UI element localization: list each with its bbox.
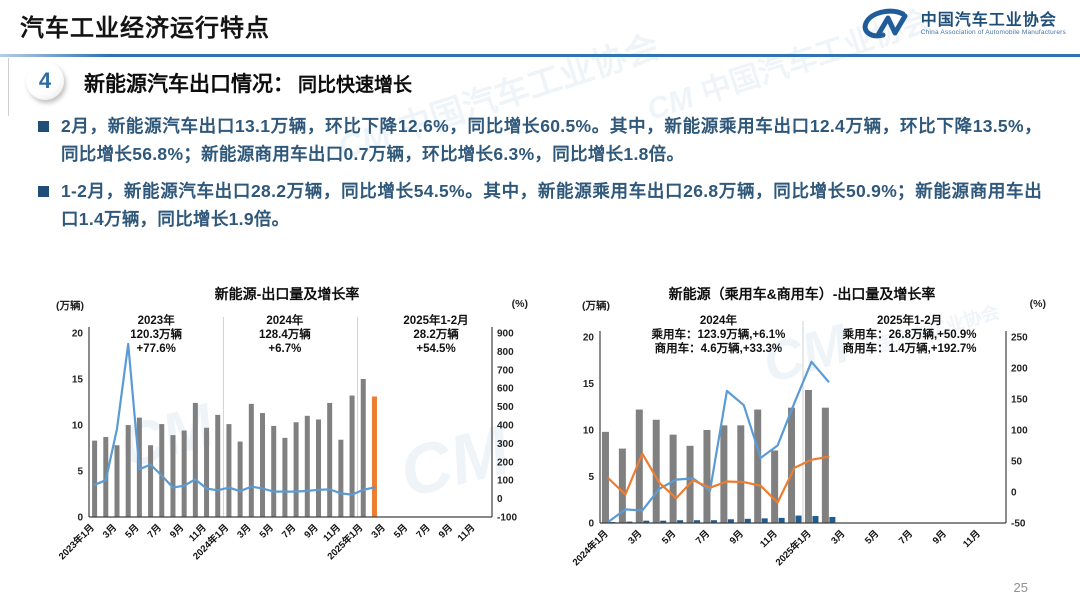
- left-axis-unit-label: (万辆): [582, 300, 610, 312]
- svg-text:0: 0: [497, 494, 503, 505]
- svg-text:5月: 5月: [258, 522, 276, 540]
- svg-text:9月: 9月: [302, 522, 320, 540]
- right-axis-unit-label: (%): [511, 298, 528, 310]
- svg-text:10: 10: [583, 426, 595, 437]
- svg-text:20: 20: [72, 329, 84, 340]
- bullet-item: 1-2月，新能源汽车出口28.2万辆，同比增长54.5%。其中，新能源乘用车出口…: [38, 177, 1042, 233]
- svg-text:+6.7%: +6.7%: [268, 343, 301, 355]
- svg-text:9月: 9月: [931, 528, 949, 546]
- chart-title: 新能源（乘用车&商用车）-出口量及增长率: [668, 286, 936, 302]
- svg-text:乘用车：123.9万辆,+6.1%: 乘用车：123.9万辆,+6.1%: [650, 327, 785, 341]
- svg-text:100: 100: [1011, 426, 1028, 437]
- bullet-item: 2月，新能源汽车出口13.1万辆，环比下降12.6%，同比增长60.5%。其中，…: [38, 112, 1042, 168]
- svg-text:15: 15: [72, 375, 84, 386]
- svg-text:128.4万辆: 128.4万辆: [259, 327, 311, 341]
- svg-text:9月: 9月: [168, 522, 186, 540]
- svg-text:5月: 5月: [660, 528, 678, 546]
- section-title: 新能源汽车出口情况： 同比快速增长: [84, 68, 412, 98]
- svg-text:7月: 7月: [897, 528, 915, 546]
- svg-text:900: 900: [497, 329, 514, 340]
- svg-text:100: 100: [497, 476, 514, 487]
- right-axis-unit-label: (%): [1029, 298, 1046, 310]
- svg-text:5月: 5月: [392, 522, 410, 540]
- svg-text:3月: 3月: [829, 528, 847, 546]
- chart-plot-area: 0 5 10 15 20 900 800 700 600 500 400 300 200 100 0 -100…: [56, 313, 517, 563]
- svg-text:商用车：1.4万辆,+192.7%: 商用车：1.4万辆,+192.7%: [843, 341, 977, 355]
- svg-text:11月: 11月: [961, 528, 983, 550]
- svg-text:250: 250: [1011, 333, 1028, 344]
- svg-text:300: 300: [497, 439, 514, 450]
- svg-text:11月: 11月: [456, 522, 478, 544]
- svg-text:+77.6%: +77.6%: [137, 343, 176, 355]
- svg-text:0: 0: [588, 519, 594, 530]
- svg-text:商用车：4.6万辆,+33.3%: 商用车：4.6万辆,+33.3%: [655, 341, 783, 355]
- svg-text:5月: 5月: [863, 528, 881, 546]
- svg-text:0: 0: [77, 513, 83, 524]
- svg-text:600: 600: [497, 384, 514, 395]
- svg-text:7月: 7月: [694, 528, 712, 546]
- svg-text:5: 5: [77, 467, 83, 478]
- chart-title: 新能源-出口量及增长率: [214, 286, 360, 302]
- svg-text:2025年1-2月: 2025年1-2月: [877, 313, 942, 327]
- svg-text:3月: 3月: [370, 522, 388, 540]
- page-number: 25: [1013, 580, 1028, 595]
- svg-text:9月: 9月: [728, 528, 746, 546]
- svg-text:2025年1-2月: 2025年1-2月: [403, 313, 468, 327]
- svg-text:+54.5%: +54.5%: [416, 343, 455, 355]
- svg-text:3月: 3月: [101, 522, 119, 540]
- page-title: 汽车工业经济运行特点: [20, 15, 270, 42]
- svg-text:-100: -100: [497, 513, 517, 524]
- section-title-main: 新能源汽车出口情况：: [84, 73, 294, 96]
- svg-text:150: 150: [1011, 395, 1028, 406]
- chart-plot-area: 0 5 10 15 20 250 200 150 100 50 0 -50 2024年1月 3月 5月 7月 9…: [570, 313, 1028, 569]
- svg-text:800: 800: [497, 347, 514, 358]
- svg-text:7月: 7月: [146, 522, 164, 540]
- svg-text:400: 400: [497, 421, 514, 432]
- svg-text:10: 10: [72, 421, 84, 432]
- left-axis-unit-label: (万辆): [56, 300, 84, 312]
- bullet-text-jan-feb: 1-2月，新能源汽车出口28.2万辆，同比增长54.5%。其中，新能源乘用车出口…: [61, 181, 1042, 229]
- bullet-marker: [38, 121, 49, 132]
- svg-text:0: 0: [1011, 488, 1017, 499]
- svg-text:2025年1月: 2025年1月: [773, 528, 814, 569]
- svg-text:3月: 3月: [235, 522, 253, 540]
- logo-org-name-cn: 中国汽车工业协会: [920, 11, 1057, 29]
- header-divider: [0, 54, 1080, 57]
- section-title-sub: 同比快速增长: [298, 75, 413, 96]
- svg-text:2024年1月: 2024年1月: [570, 528, 611, 569]
- nev-pc-cv-export-volume-growth-chart: 新能源（乘用车&商用车）-出口量及增长率 (万辆) (%) 0 5 10 15 20 25…: [556, 284, 1048, 604]
- cam-logo-mark-icon: [862, 8, 908, 39]
- svg-text:200: 200: [1011, 364, 1028, 375]
- svg-text:2023年: 2023年: [138, 313, 176, 327]
- svg-text:11月: 11月: [758, 528, 780, 550]
- svg-text:2023年1月: 2023年1月: [56, 522, 97, 563]
- bullet-marker: [38, 186, 49, 197]
- svg-text:15: 15: [583, 379, 595, 390]
- bullet-text-february: 2月，新能源汽车出口13.1万辆，环比下降12.6%，同比增长60.5%。其中，…: [61, 116, 1042, 164]
- svg-text:9月: 9月: [437, 522, 455, 540]
- logo-org-name-en: China Association of Automobile Manufact…: [920, 29, 1066, 37]
- svg-text:120.3万辆: 120.3万辆: [130, 327, 182, 341]
- svg-text:700: 700: [497, 365, 514, 376]
- svg-text:7月: 7月: [280, 522, 298, 540]
- nev-export-volume-growth-chart: 新能源-出口量及增长率 (万辆) (%) 0 5 10 15 20 900 800 700 60…: [44, 284, 530, 604]
- svg-text:2024年: 2024年: [700, 313, 738, 327]
- svg-text:5: 5: [588, 472, 594, 483]
- svg-text:7月: 7月: [414, 522, 432, 540]
- svg-text:200: 200: [497, 457, 514, 468]
- svg-text:3月: 3月: [626, 528, 644, 546]
- summary-bullets: 2月，新能源汽车出口13.1万辆，环比下降12.6%，同比增长60.5%。其中，…: [38, 112, 1042, 242]
- svg-text:20: 20: [583, 333, 595, 344]
- svg-text:2024年: 2024年: [266, 313, 304, 327]
- cam-logo: 中国汽车工业协会 China Association of Automobile…: [857, 6, 1066, 42]
- svg-text:乘用车：26.8万辆,+50.9%: 乘用车：26.8万辆,+50.9%: [842, 327, 977, 341]
- svg-text:50: 50: [1011, 457, 1023, 468]
- section-number-badge: 4: [26, 62, 64, 100]
- svg-text:28.2万辆: 28.2万辆: [413, 327, 459, 341]
- svg-text:500: 500: [497, 402, 514, 413]
- svg-text:5月: 5月: [123, 522, 141, 540]
- left-accent-line: [8, 58, 9, 116]
- svg-text:-50: -50: [1011, 519, 1026, 530]
